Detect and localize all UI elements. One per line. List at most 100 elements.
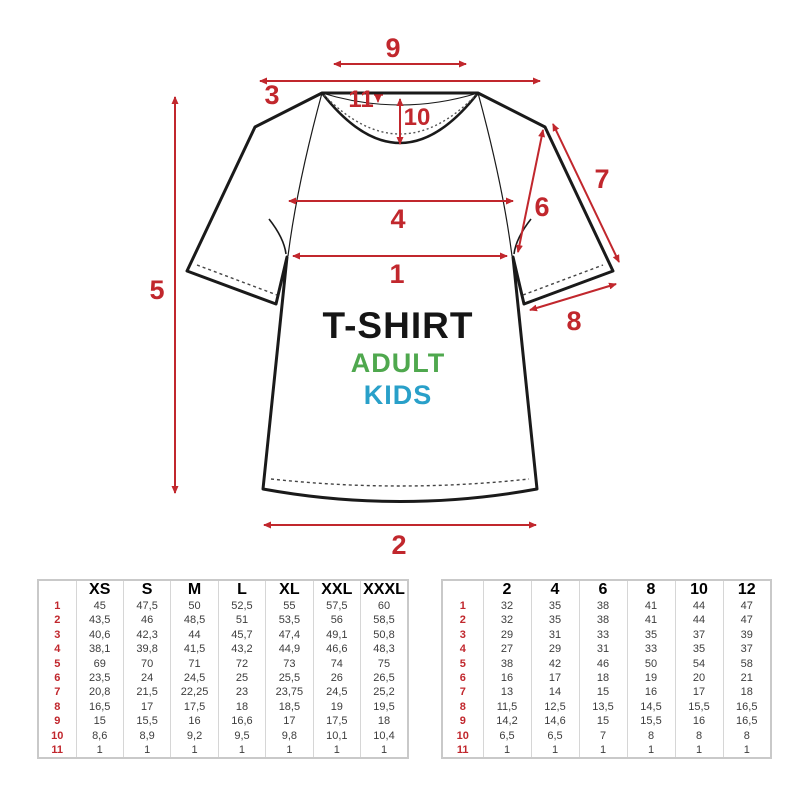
- size-value-cell: 26,5: [360, 671, 408, 686]
- table-row: 5 38 42 46 50 54 58: [442, 656, 771, 672]
- table-row: 4 27 29 31 33 35 37: [442, 642, 771, 657]
- size-value-cell: 29: [530, 642, 579, 657]
- size-value-cell: 50: [170, 599, 219, 614]
- size-value-cell: 35: [530, 613, 579, 628]
- table-row: 8 16,5 17 17,5 18 18,5 19 19,5: [38, 699, 408, 715]
- size-value-cell: 49,1: [312, 627, 361, 643]
- size-value-cell: 58: [722, 656, 771, 672]
- size-value-cell: 26: [312, 671, 361, 686]
- table-row: 6 23,5 24 24,5 25 25,5 26 26,5: [38, 671, 408, 686]
- left-armhole-seam: [287, 92, 323, 257]
- size-value-cell: 15: [578, 685, 627, 700]
- measure-label-6: 6: [534, 192, 549, 222]
- size-value-cell: 44: [674, 613, 723, 628]
- row-number: 6: [459, 672, 466, 685]
- size-value-cell: 52,5: [217, 599, 266, 614]
- measure-arrow-6: [515, 129, 546, 253]
- size-value-cell: 24: [122, 671, 171, 686]
- size-value-cell: 45,7: [217, 627, 266, 643]
- size-value-cell: 47: [722, 599, 771, 614]
- measure-arrow-8: [529, 282, 617, 312]
- row-number: 1: [54, 600, 61, 612]
- size-value-cell: 41: [626, 599, 675, 614]
- size-value-cell: 15,5: [674, 699, 723, 715]
- left-sleeve-hem-stitching: [196, 264, 278, 296]
- shirt-kids-text: KIDS: [364, 380, 433, 410]
- size-value-cell: 9,5: [217, 728, 266, 744]
- size-value-cell: 20,8: [75, 685, 124, 700]
- size-value-cell: 42,3: [122, 627, 171, 643]
- table-row: 7 13 14 15 16 17 18: [442, 685, 771, 700]
- row-number: 8: [459, 700, 466, 713]
- size-value-cell: 16,5: [722, 699, 771, 715]
- size-value-cell: 29: [482, 627, 531, 643]
- size-value-cell: 74: [312, 656, 361, 672]
- measure-label-5: 5: [149, 275, 164, 305]
- column-header-8: 8: [626, 580, 675, 599]
- size-value-cell: 16: [674, 714, 723, 729]
- column-header-12: 12: [722, 580, 771, 599]
- row-number: 1: [459, 600, 466, 612]
- size-value-cell: 48,5: [170, 613, 219, 628]
- size-value-cell: 1: [75, 743, 124, 759]
- corner-cell: [38, 580, 76, 599]
- size-value-cell: 17,5: [312, 714, 361, 729]
- size-value-cell: 24,5: [170, 671, 219, 686]
- size-value-cell: 41: [626, 613, 675, 628]
- shirt-adult-text: ADULT: [351, 348, 445, 378]
- row-number: 5: [459, 657, 466, 670]
- row-number: 10: [51, 729, 64, 742]
- size-value-cell: 1: [482, 743, 531, 759]
- table-row: 3 29 31 33 35 37 39: [442, 627, 771, 643]
- size-value-cell: 18,5: [265, 699, 314, 715]
- size-value-cell: 54: [674, 656, 723, 672]
- size-value-cell: 1: [170, 743, 219, 759]
- size-value-cell: 7: [578, 728, 627, 744]
- size-value-cell: 16,6: [217, 714, 266, 729]
- measure-label-7: 7: [594, 164, 609, 194]
- size-value-cell: 23: [217, 685, 266, 700]
- size-value-cell: 1: [722, 743, 771, 759]
- size-value-cell: 38: [482, 656, 531, 672]
- column-header-S: S: [122, 580, 171, 599]
- size-value-cell: 31: [530, 627, 579, 643]
- table-row: 9 14,2 14,6 15 15,5 16 16,5: [442, 714, 771, 729]
- row-number: 2: [54, 614, 61, 627]
- size-value-cell: 40,6: [75, 627, 124, 643]
- size-value-cell: 43,2: [217, 642, 266, 657]
- column-header-L: L: [217, 580, 266, 599]
- size-value-cell: 14,2: [482, 714, 531, 729]
- adult-size-table: XS S M L XL XXL XXXL 1 45 47,5 50 52,5 55 57,5 60 2 43,5…: [37, 579, 409, 760]
- size-value-cell: 9,2: [170, 728, 219, 744]
- tshirt-outline: [185, 91, 615, 503]
- size-value-cell: 21: [722, 671, 771, 686]
- size-value-cell: 39: [722, 627, 771, 643]
- row-number: 7: [459, 686, 466, 699]
- size-value-cell: 18: [578, 671, 627, 686]
- table-row: 10 6,5 6,5 7 8 8 8: [442, 728, 771, 744]
- size-value-cell: 1: [265, 743, 314, 759]
- kids-size-table: 2 4 6 8 10 12 1 32 35 38 41 44 47 2 32 35 38 41 44 47 3 29 31 3…: [441, 579, 772, 760]
- size-value-cell: 60: [360, 599, 408, 614]
- size-value-cell: 9,8: [265, 728, 314, 744]
- size-value-cell: 69: [75, 656, 124, 672]
- bottom-hem-stitching: [270, 478, 530, 487]
- size-value-cell: 55: [265, 599, 314, 614]
- size-value-cell: 21,5: [122, 685, 171, 700]
- size-value-cell: 12,5: [530, 699, 579, 715]
- size-value-cell: 37: [674, 627, 723, 643]
- size-value-cell: 15,5: [122, 714, 171, 729]
- row-number: 8: [54, 700, 61, 713]
- size-value-cell: 44: [674, 599, 723, 614]
- table-row: 1 45 47,5 50 52,5 55 57,5 60: [38, 599, 408, 614]
- size-value-cell: 33: [626, 642, 675, 657]
- size-value-cell: 1: [122, 743, 171, 759]
- row-number: 11: [456, 744, 469, 757]
- right-armhole-seam: [477, 92, 513, 257]
- size-value-cell: 44: [170, 627, 219, 643]
- size-value-cell: 17: [674, 685, 723, 700]
- size-value-cell: 16: [626, 685, 675, 700]
- size-value-cell: 58,5: [360, 613, 408, 628]
- table-row: 11 1 1 1 1 1 1 1: [38, 743, 408, 759]
- measure-label-1: 1: [389, 259, 404, 289]
